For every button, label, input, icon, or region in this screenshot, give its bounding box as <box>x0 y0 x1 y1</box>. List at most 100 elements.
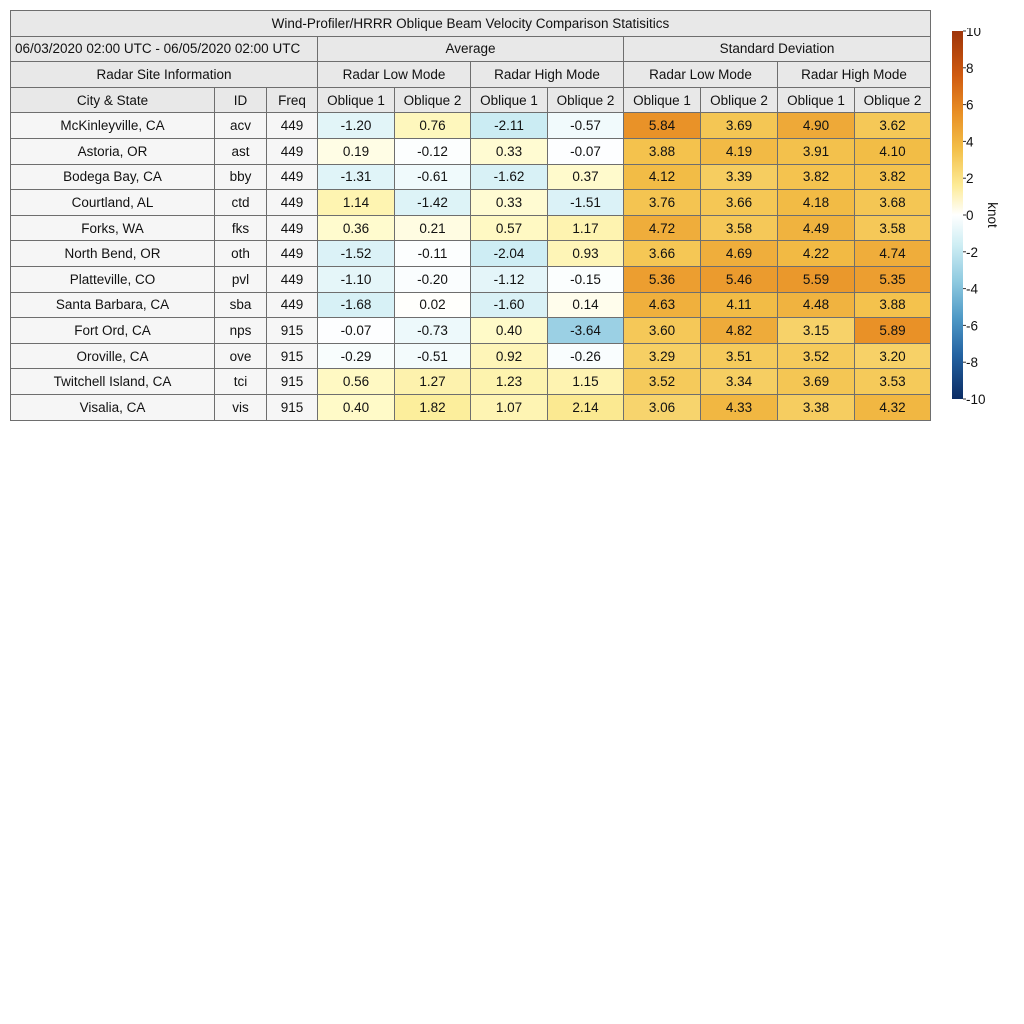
value-cell: 4.12 <box>623 163 701 191</box>
table-row: Courtland, AL ctd 449 1.14 -1.42 0.33 -1.51 3.7… <box>10 189 931 216</box>
site-id: acv <box>214 112 267 139</box>
site-freq: 915 <box>266 393 318 421</box>
value-cell: 3.88 <box>854 291 931 319</box>
value-cell: 3.76 <box>623 189 701 216</box>
value-cell: -0.12 <box>394 137 471 165</box>
value-cell: 1.15 <box>547 368 624 395</box>
site-city: Visalia, CA <box>10 393 215 421</box>
value-cell: 4.10 <box>854 137 931 165</box>
site-city: McKinleyville, CA <box>10 112 215 139</box>
value-cell: -1.62 <box>470 163 548 191</box>
colorbar-label: knot <box>985 202 1000 228</box>
value-cell: -0.73 <box>394 317 471 344</box>
value-cell: -1.10 <box>317 265 395 293</box>
table-row: Bodega Bay, CA bby 449 -1.31 -0.61 -1.62 0.37 4… <box>10 163 931 191</box>
site-id: vis <box>214 393 267 421</box>
avg-high-oblique2-header: Oblique 2 <box>547 86 624 114</box>
value-cell: 1.14 <box>317 189 395 216</box>
colorbar-gradient <box>952 31 963 399</box>
table-row: Platteville, CO pvl 449 -1.10 -0.20 -1.12 -0.1… <box>10 265 931 293</box>
value-cell: 4.32 <box>854 393 931 421</box>
value-cell: 3.29 <box>623 342 701 370</box>
value-cell: 4.33 <box>700 393 778 421</box>
site-freq: 449 <box>266 265 318 293</box>
std-low-oblique2-header: Oblique 2 <box>700 86 778 114</box>
value-cell: 3.66 <box>700 189 778 216</box>
value-cell: 4.90 <box>777 112 855 139</box>
avg-high-oblique1-header: Oblique 1 <box>470 86 548 114</box>
site-city: Courtland, AL <box>10 189 215 216</box>
value-cell: 5.36 <box>623 265 701 293</box>
colorbar-tick-label: 6 <box>966 98 974 113</box>
std-high-oblique1-header: Oblique 1 <box>777 86 855 114</box>
value-cell: 1.17 <box>547 214 624 242</box>
site-info-header: Radar Site Information <box>10 61 318 88</box>
value-cell: -1.60 <box>470 291 548 319</box>
colorbar-tick-label: -2 <box>966 245 978 260</box>
table-row: Santa Barbara, CA sba 449 -1.68 0.02 -1.60 0.1… <box>10 291 931 319</box>
value-cell: -2.04 <box>470 240 548 267</box>
value-cell: 3.20 <box>854 342 931 370</box>
site-city: Forks, WA <box>10 214 215 242</box>
site-id: nps <box>214 317 267 344</box>
value-cell: 3.06 <box>623 393 701 421</box>
value-cell: 3.88 <box>623 137 701 165</box>
table-row: Forks, WA fks 449 0.36 0.21 0.57 1.17 4.72 3.58 4… <box>10 214 931 242</box>
std-low-oblique1-header: Oblique 1 <box>623 86 701 114</box>
value-cell: 3.52 <box>777 342 855 370</box>
colorbar-tick-label: 4 <box>966 134 974 149</box>
value-cell: 1.27 <box>394 368 471 395</box>
value-cell: 3.60 <box>623 317 701 344</box>
site-freq: 915 <box>266 368 318 395</box>
site-freq: 449 <box>266 214 318 242</box>
value-cell: -3.64 <box>547 317 624 344</box>
site-city: Twitchell Island, CA <box>10 368 215 395</box>
value-cell: 0.19 <box>317 137 395 165</box>
value-cell: 4.48 <box>777 291 855 319</box>
value-cell: 0.93 <box>547 240 624 267</box>
value-cell: 1.07 <box>470 393 548 421</box>
value-cell: 0.02 <box>394 291 471 319</box>
site-city: Oroville, CA <box>10 342 215 370</box>
value-cell: 3.51 <box>700 342 778 370</box>
site-freq: 449 <box>266 240 318 267</box>
value-cell: 4.49 <box>777 214 855 242</box>
table-row: Astoria, OR ast 449 0.19 -0.12 0.33 -0.07 3.88 4… <box>10 137 931 165</box>
value-cell: 3.38 <box>777 393 855 421</box>
std-low-mode-header: Radar Low Mode <box>623 61 778 88</box>
value-cell: 3.69 <box>777 368 855 395</box>
value-cell: 3.68 <box>854 189 931 216</box>
site-freq: 449 <box>266 189 318 216</box>
colorbar-tick-label: -8 <box>966 355 978 370</box>
site-id: bby <box>214 163 267 191</box>
comparison-table: Wind-Profiler/HRRR Oblique Beam Velocity… <box>10 10 931 421</box>
table-row: North Bend, OR oth 449 -1.52 -0.11 -2.04 0.93 3… <box>10 240 931 267</box>
site-freq: 915 <box>266 317 318 344</box>
value-cell: 4.11 <box>700 291 778 319</box>
value-cell: 4.18 <box>777 189 855 216</box>
value-cell: -1.20 <box>317 112 395 139</box>
value-cell: -0.57 <box>547 112 624 139</box>
value-cell: 0.76 <box>394 112 471 139</box>
site-freq: 449 <box>266 137 318 165</box>
value-cell: 0.92 <box>470 342 548 370</box>
colorbar: 10 8 6 4 2 0 -2 -4 -6 -8 -10 knot <box>952 28 1000 407</box>
colorbar-tick-label: -6 <box>966 318 978 333</box>
value-cell: 4.82 <box>700 317 778 344</box>
value-cell: 3.82 <box>777 163 855 191</box>
table-title: Wind-Profiler/HRRR Oblique Beam Velocity… <box>10 10 931 37</box>
value-cell: -2.11 <box>470 112 548 139</box>
value-cell: 3.66 <box>623 240 701 267</box>
site-id: ast <box>214 137 267 165</box>
avg-low-oblique1-header: Oblique 1 <box>317 86 395 114</box>
site-freq: 449 <box>266 163 318 191</box>
site-id: ove <box>214 342 267 370</box>
site-id: oth <box>214 240 267 267</box>
value-cell: -1.12 <box>470 265 548 293</box>
average-header: Average <box>317 35 624 63</box>
colorbar-tick-label: -10 <box>966 392 986 407</box>
value-cell: 3.15 <box>777 317 855 344</box>
value-cell: 3.52 <box>623 368 701 395</box>
avg-high-mode-header: Radar High Mode <box>470 61 624 88</box>
value-cell: 4.69 <box>700 240 778 267</box>
